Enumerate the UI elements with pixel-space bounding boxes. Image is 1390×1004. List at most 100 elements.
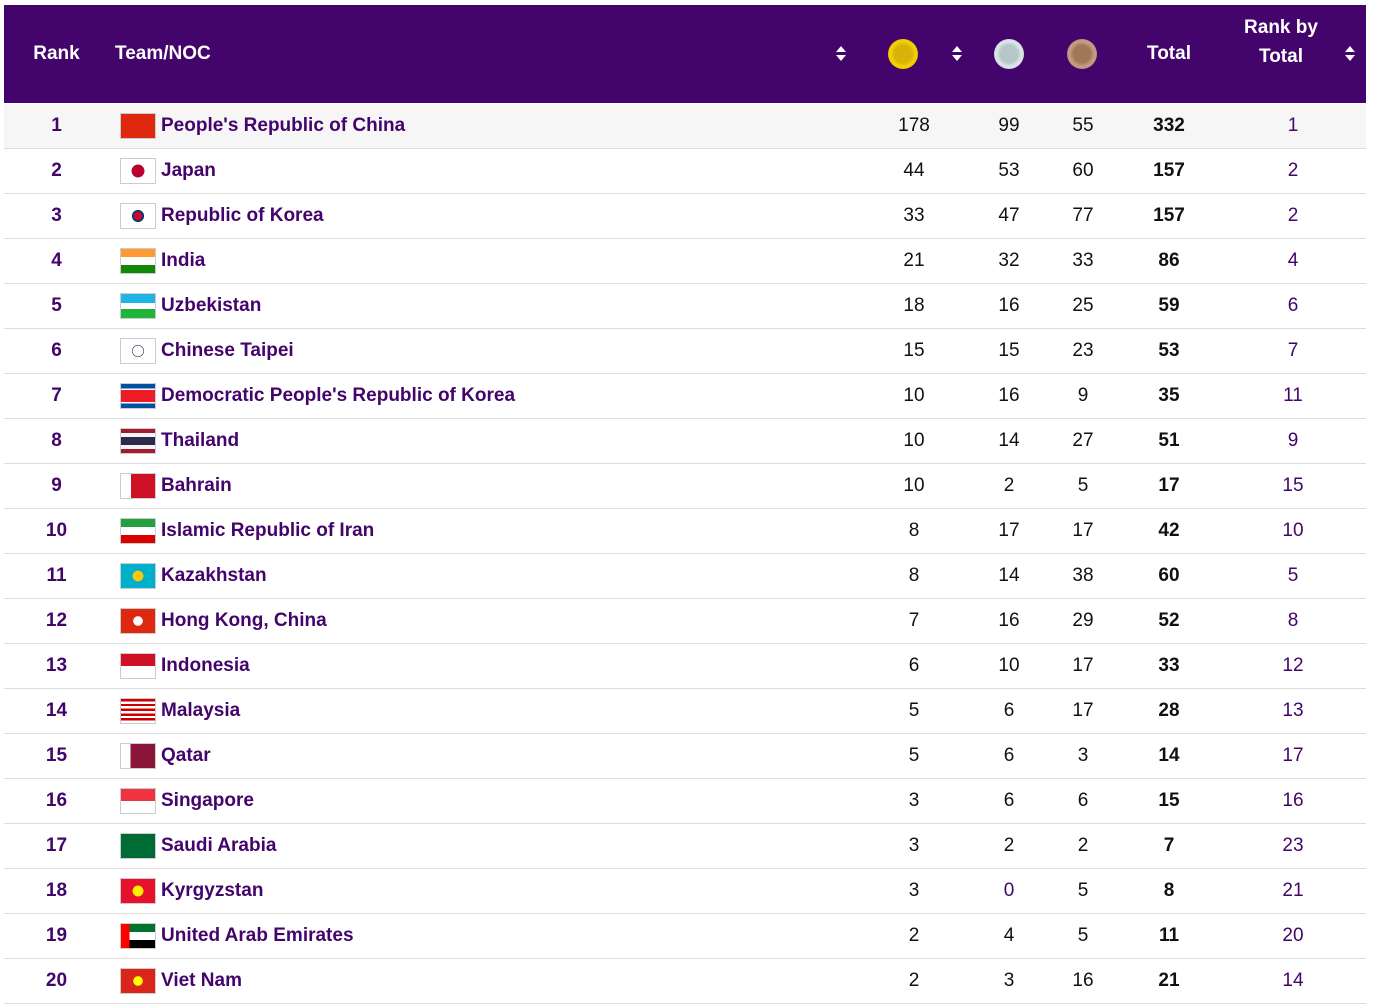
total: 157 — [1153, 160, 1185, 181]
gold-count: 15 — [903, 340, 925, 361]
gold-count: 5 — [908, 745, 920, 766]
gold-count: 8 — [908, 565, 920, 586]
rank: 14 — [45, 700, 68, 721]
rank-by-total: 21 — [1282, 880, 1304, 901]
silver-count: 14 — [998, 565, 1020, 586]
table-row: 5 Uzbekistan 18 16 25 59 6 — [4, 284, 1366, 329]
bronze-count: 5 — [1077, 880, 1089, 901]
flag — [120, 248, 156, 274]
flag — [120, 878, 156, 904]
team-name[interactable]: India — [161, 250, 206, 271]
flag — [120, 788, 156, 814]
team-name[interactable]: Japan — [161, 160, 216, 181]
rank-by-total: 12 — [1282, 655, 1304, 676]
bronze-icon — [1067, 39, 1097, 69]
rank-by-total: 14 — [1282, 970, 1304, 991]
table-row: 12 Hong Kong, China 7 16 29 52 8 — [4, 599, 1366, 644]
rank: 5 — [51, 295, 62, 316]
team-name[interactable]: Kyrgyzstan — [161, 880, 264, 901]
total: 157 — [1153, 205, 1185, 226]
team-name[interactable]: Chinese Taipei — [161, 340, 294, 361]
gold-count: 21 — [903, 250, 925, 271]
team-name[interactable]: Republic of Korea — [161, 205, 324, 226]
flag — [120, 428, 156, 454]
team-name[interactable]: Islamic Republic of Iran — [161, 520, 375, 541]
flag — [120, 158, 156, 184]
table-row: 19 United Arab Emirates 2 4 5 11 20 — [4, 914, 1366, 959]
team-name[interactable]: United Arab Emirates — [161, 925, 354, 946]
total: 7 — [1163, 835, 1175, 856]
rank-by-total: 8 — [1287, 610, 1299, 631]
team-name[interactable]: Hong Kong, China — [161, 610, 327, 631]
bronze-count: 33 — [1072, 250, 1094, 271]
sort-button[interactable] — [952, 46, 962, 62]
flag — [120, 383, 156, 409]
rank-by-total: 16 — [1282, 790, 1304, 811]
team-name[interactable]: Uzbekistan — [161, 295, 262, 316]
team-name[interactable]: Democratic People's Republic of Korea — [161, 385, 516, 406]
rank-by-total: 20 — [1282, 925, 1304, 946]
gold-count: 3 — [908, 835, 920, 856]
silver-count: 53 — [998, 160, 1020, 181]
team-name[interactable]: Kazakhstan — [161, 565, 267, 586]
bronze-count: 5 — [1077, 925, 1089, 946]
team-name[interactable]: Thailand — [161, 430, 240, 451]
table-row: 3 Republic of Korea 33 47 77 157 2 — [4, 194, 1366, 239]
team-name[interactable]: Bahrain — [161, 475, 232, 496]
rank: 19 — [45, 925, 68, 946]
bronze-count: 25 — [1072, 295, 1094, 316]
rank: 7 — [51, 385, 62, 406]
gold-icon — [888, 39, 918, 69]
team-name[interactable]: Saudi Arabia — [161, 835, 277, 856]
gold-count: 18 — [903, 295, 925, 316]
flag — [120, 698, 156, 724]
silver-count: 16 — [998, 385, 1020, 406]
silver-count: 32 — [998, 250, 1020, 271]
rank: 1 — [51, 115, 62, 136]
table-row: 1 People's Republic of China 178 99 55 332 1 — [4, 104, 1366, 149]
total: 86 — [1158, 250, 1180, 271]
team-name[interactable]: Qatar — [161, 745, 211, 766]
total: 51 — [1158, 430, 1180, 451]
team-name[interactable]: Singapore — [161, 790, 254, 811]
team-name[interactable]: Viet Nam — [161, 970, 242, 991]
total: 21 — [1158, 970, 1180, 991]
rank: 2 — [51, 160, 62, 181]
rank-by-total: 4 — [1287, 250, 1299, 271]
flag — [120, 338, 156, 364]
gold-count: 2 — [908, 970, 920, 991]
silver-count: 3 — [1003, 970, 1015, 991]
flag — [120, 563, 156, 589]
total: 14 — [1158, 745, 1180, 766]
total: 15 — [1158, 790, 1180, 811]
rank-header: Rank — [33, 43, 80, 64]
team-name[interactable]: People's Republic of China — [161, 115, 406, 136]
gold-count: 10 — [903, 430, 925, 451]
bronze-count: 27 — [1072, 430, 1094, 451]
team-name[interactable]: Indonesia — [161, 655, 250, 676]
gold-count: 2 — [908, 925, 920, 946]
table-row: 15 Qatar 5 6 3 14 17 — [4, 734, 1366, 779]
gold-count: 10 — [903, 475, 925, 496]
table-header: Rank Team/NOC Total Rank by Total — [4, 5, 1366, 103]
bronze-count: 17 — [1072, 700, 1094, 721]
silver-count: 10 — [998, 655, 1020, 676]
rank: 10 — [45, 520, 68, 541]
flag — [120, 473, 156, 499]
rank: 12 — [45, 610, 68, 631]
sort-button[interactable] — [1345, 46, 1355, 62]
rank: 13 — [45, 655, 68, 676]
bronze-count: 55 — [1072, 115, 1094, 136]
flag — [120, 653, 156, 679]
team-name[interactable]: Malaysia — [161, 700, 241, 721]
sort-button[interactable] — [836, 46, 846, 62]
flag — [120, 518, 156, 544]
silver-count: 99 — [998, 115, 1020, 136]
table-row: 6 Chinese Taipei 15 15 23 53 7 — [4, 329, 1366, 374]
rank-by-total: 5 — [1287, 565, 1299, 586]
table-row: 20 Viet Nam 2 3 16 21 14 — [4, 959, 1366, 1004]
rank: 3 — [51, 205, 62, 226]
flag — [120, 203, 156, 229]
table-row: 11 Kazakhstan 8 14 38 60 5 — [4, 554, 1366, 599]
